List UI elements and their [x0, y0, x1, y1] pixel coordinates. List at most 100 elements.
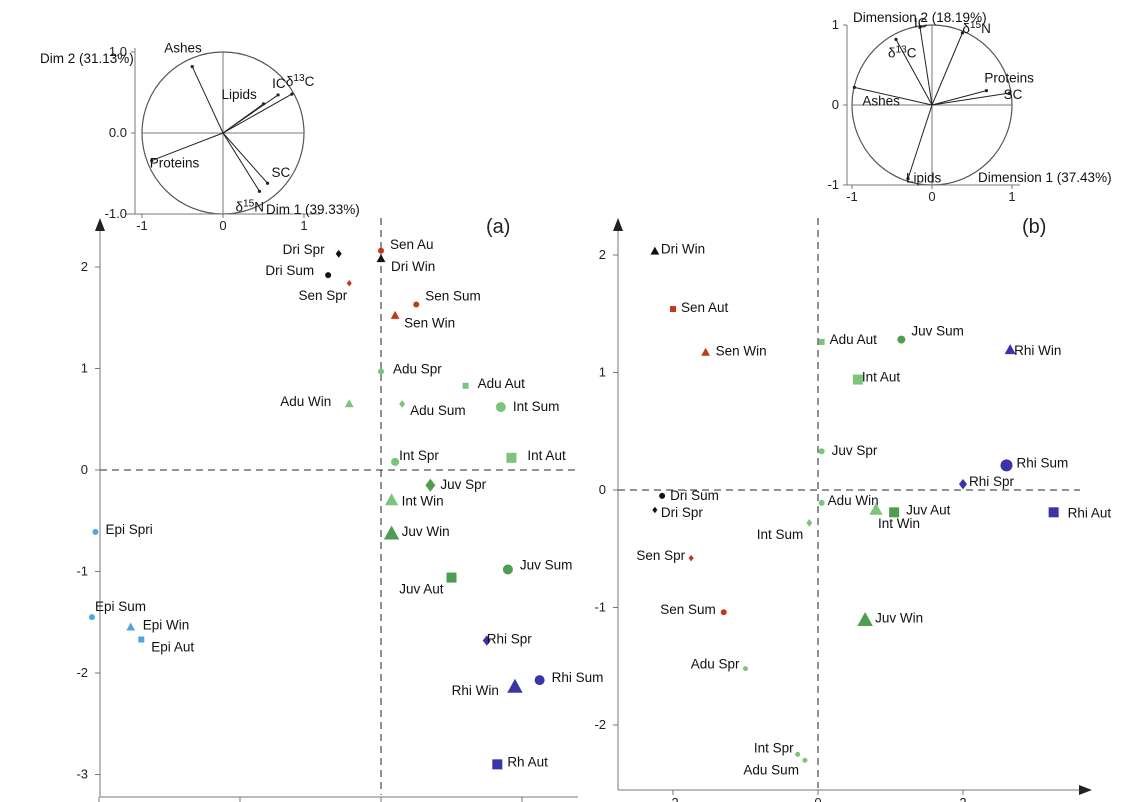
y-tick-label: -2 — [594, 717, 606, 732]
point-sen-aut — [670, 306, 676, 313]
point-label-dri-win: Dri Win — [661, 241, 705, 256]
scores-plot-b: -2 -1 0 1 2 -2 0 2 Dri Win Sen Aut Sen Win Adu Aut J… — [594, 218, 1111, 802]
point-int-sum — [495, 402, 506, 413]
point-label-dri-sum: Dri Sum — [265, 263, 314, 278]
loading-vector-tip — [960, 31, 965, 35]
point-label-sen-spr: Sen Spr — [298, 288, 347, 303]
point-int-aut — [506, 452, 517, 463]
point-dri-win — [376, 254, 386, 263]
loadings-x-tick-label: -1 — [846, 189, 858, 204]
y-axis-arrow — [95, 218, 105, 231]
point-label-rhi-aut: Rhi Aut — [1068, 505, 1112, 520]
point-label-sen-au: Sen Au — [390, 237, 434, 252]
point-label-dri-spr: Dri Spr — [283, 242, 326, 257]
point-label-dri-sum: Dri Sum — [670, 488, 719, 503]
loadings-y-label: Dimension 2 (18.19%) — [853, 10, 987, 25]
point-adu-spr — [378, 368, 384, 375]
point-label-adu-sum: Adu Sum — [410, 403, 466, 418]
y-tick-label: -1 — [76, 564, 88, 579]
y-tick-label: 1 — [599, 365, 606, 380]
point-label-juv-sum: Juv Sum — [911, 324, 964, 339]
point-adu-aut — [462, 382, 469, 389]
point-juv-spr — [818, 448, 825, 455]
point-label-juv-win: Juv Win — [875, 610, 923, 625]
loading-label-ic: IC — [914, 15, 928, 30]
point-label-adu-spr: Adu Spr — [691, 657, 740, 672]
loading-vector-tip — [257, 189, 262, 193]
point-label-epi-win: Epi Win — [143, 617, 190, 632]
loading-vector-tip — [276, 93, 280, 97]
point-epi-win — [126, 622, 136, 631]
point-label-juv-win: Juv Win — [402, 524, 450, 539]
point-sen-au — [378, 247, 384, 254]
point-label-sen-spr: Sen Spr — [636, 548, 685, 563]
point-label-int-aut: Int Aut — [862, 370, 901, 385]
loading-vector-tip — [906, 177, 910, 181]
point-label-int-win: Int Win — [878, 516, 920, 531]
point-adu-win — [344, 399, 354, 408]
point-sen-sum — [720, 609, 727, 616]
loading-label-ashes: Ashes — [164, 41, 202, 56]
point-sen-win — [701, 347, 711, 356]
loading-label-ic: IC — [272, 76, 286, 91]
point-label-sen-sum: Sen Sum — [660, 602, 716, 617]
loading-vector-tip — [150, 158, 154, 163]
loadings-x-label: Dim 1 (39.33%) — [266, 202, 360, 217]
loading-vector-tip — [918, 25, 922, 29]
loading-vector-ic — [919, 27, 933, 106]
point-label-rhi-spr: Rhi Spr — [969, 474, 1015, 489]
point-adu-sum — [399, 400, 406, 408]
loading-vector-sc — [222, 132, 268, 184]
point-rhi-spr — [482, 635, 491, 646]
point-label-rhi-spr: Rhi Spr — [487, 632, 533, 647]
point-int-spr — [391, 457, 400, 466]
x-tick-label: 2 — [959, 795, 966, 802]
point-label-dri-win: Dri Win — [391, 259, 435, 274]
loading-vector-ashes — [191, 66, 224, 134]
loadings-y-label: Dim 2 (31.13%) — [40, 51, 134, 66]
point-rh-aut — [492, 759, 503, 770]
point-juv-win — [383, 525, 400, 540]
loading-label-proteins: Proteins — [984, 71, 1034, 86]
loading-label-15n: δ15N — [962, 20, 991, 37]
point-epi-aut — [138, 636, 145, 643]
x-tick-label: 0 — [814, 795, 821, 802]
point-label-adu-aut: Adu Aut — [830, 332, 878, 347]
loading-vector-sc — [931, 92, 1010, 106]
loading-label-13c: δ13C — [888, 44, 917, 61]
loadings-y-tick-label: 1.0 — [109, 44, 127, 59]
point-label-epi-aut: Epi Aut — [151, 640, 194, 655]
y-axis-arrow — [613, 218, 623, 231]
point-label-int-spr: Int Spr — [754, 740, 794, 755]
point-label-int-aut: Int Aut — [527, 448, 566, 463]
loading-vector-tip — [265, 181, 270, 185]
y-tick-label: 0 — [599, 482, 606, 497]
point-label-juv-aut: Juv Aut — [906, 502, 951, 517]
point-sen-spr — [346, 279, 352, 287]
loading-vector-13c — [222, 93, 293, 134]
point-label-juv-spr: Juv Spr — [440, 477, 486, 492]
point-label-epi-sum: Epi Sum — [95, 599, 146, 614]
point-dri-win — [650, 246, 660, 255]
loadings-x-tick-label: -1 — [136, 218, 148, 233]
loading-vector-proteins — [151, 132, 224, 162]
point-adu-aut — [818, 338, 825, 345]
point-rhi-spr — [959, 478, 967, 490]
point-label-int-sum: Int Sum — [513, 399, 560, 414]
loadings-y-tick-label: 1 — [832, 17, 839, 32]
loading-label-lipids: Lipids — [906, 171, 942, 186]
point-juv-spr — [425, 478, 436, 492]
point-label-int-spr: Int Spr — [399, 448, 439, 463]
point-label-sen-aut: Sen Aut — [681, 300, 729, 315]
point-label-rh-aut: Rh Aut — [507, 754, 548, 769]
point-label-rhi-sum: Rhi Sum — [552, 670, 604, 685]
loading-vector-tip — [852, 85, 857, 89]
point-int-sum — [806, 519, 813, 527]
point-int-aut — [852, 374, 863, 385]
point-juv-sum — [897, 335, 906, 344]
point-juv-aut — [889, 507, 900, 518]
point-label-adu-win: Adu Win — [280, 394, 331, 409]
loading-vector-ashes — [854, 86, 933, 106]
point-label-epi-spri: Epi Spri — [105, 522, 152, 537]
